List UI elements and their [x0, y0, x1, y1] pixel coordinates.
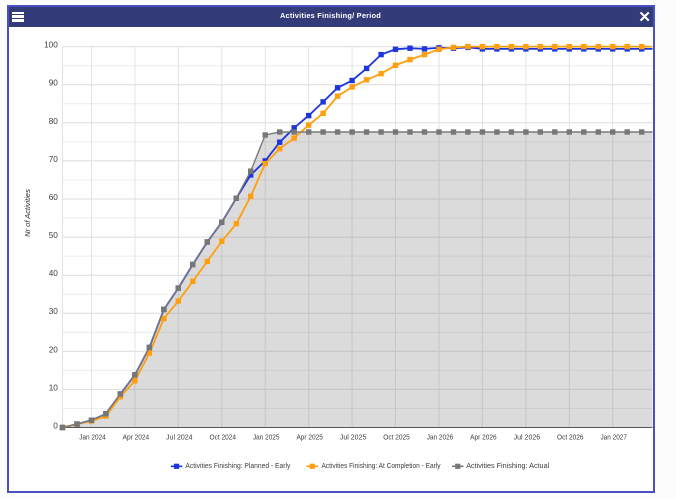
svg-text:Oct 2024: Oct 2024 [210, 433, 237, 442]
svg-text:0: 0 [53, 422, 58, 431]
svg-text:Nr of Activities: Nr of Activities [23, 189, 32, 237]
svg-text:80: 80 [49, 117, 59, 126]
svg-text:20: 20 [49, 345, 59, 354]
svg-text:40: 40 [49, 269, 59, 278]
svg-text:10: 10 [49, 383, 59, 392]
svg-text:90: 90 [49, 79, 59, 88]
svg-text:50: 50 [49, 231, 59, 240]
svg-text:Jul 2026: Jul 2026 [514, 433, 541, 442]
svg-text:70: 70 [49, 155, 59, 164]
svg-text:Activities Finishing: Planned: Activities Finishing: Planned - Early [185, 461, 290, 470]
svg-text:Apr 2025: Apr 2025 [296, 433, 323, 442]
svg-text:Activities Finishing: Actual: Activities Finishing: Actual [466, 461, 549, 470]
svg-text:Jan 2024: Jan 2024 [79, 433, 106, 442]
svg-text:Jan 2027: Jan 2027 [600, 433, 627, 442]
svg-text:Oct 2026: Oct 2026 [557, 433, 584, 442]
svg-text:60: 60 [49, 193, 59, 202]
svg-text:Activities Finishing: At Compl: Activities Finishing: At Completion - Ea… [322, 461, 441, 470]
svg-text:Jan 2025: Jan 2025 [253, 433, 280, 442]
svg-text:30: 30 [49, 307, 59, 316]
svg-text:Apr 2026: Apr 2026 [470, 433, 497, 442]
svg-text:Jan 2026: Jan 2026 [427, 433, 454, 442]
svg-text:Apr 2024: Apr 2024 [123, 433, 150, 442]
svg-text:100: 100 [44, 41, 58, 50]
svg-text:Oct 2025: Oct 2025 [383, 433, 410, 442]
svg-text:Jul 2024: Jul 2024 [166, 433, 193, 442]
svg-text:Jul 2025: Jul 2025 [340, 433, 367, 442]
